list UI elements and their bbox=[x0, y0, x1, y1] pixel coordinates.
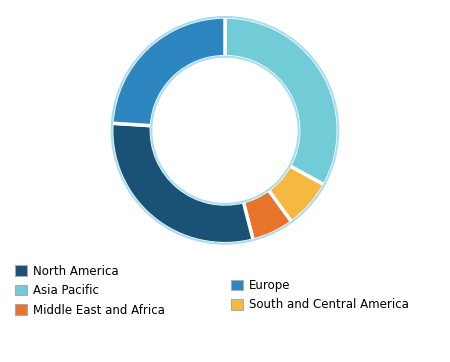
Wedge shape bbox=[268, 166, 324, 222]
Wedge shape bbox=[112, 123, 253, 244]
Wedge shape bbox=[112, 17, 225, 126]
Wedge shape bbox=[225, 17, 338, 185]
Wedge shape bbox=[243, 190, 292, 240]
Legend: Europe, South and Central America: Europe, South and Central America bbox=[231, 279, 409, 311]
